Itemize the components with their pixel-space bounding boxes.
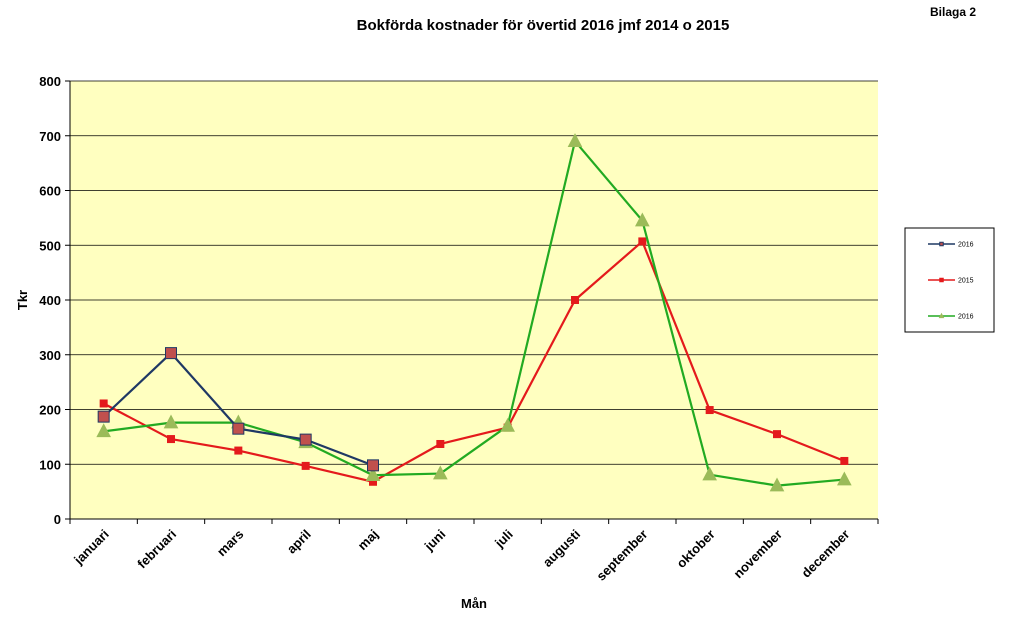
series-0 — [97, 347, 379, 472]
attachment-label: Bilaga 2 — [930, 5, 976, 19]
x-tick-label: juni — [421, 527, 449, 555]
x-tick-label: februari — [134, 527, 179, 572]
gridlines — [70, 80, 878, 465]
x-tick-label: maj — [355, 527, 381, 553]
legend: 2016 2015 2016 — [904, 227, 995, 333]
axes — [65, 80, 879, 524]
legend-label: 2015 — [958, 278, 974, 285]
data-point — [500, 417, 515, 432]
x-tick-label: april — [284, 527, 314, 557]
x-tick-label: augusti — [540, 527, 583, 570]
data-point — [167, 435, 175, 444]
legend-marker — [939, 277, 944, 283]
legend-marker — [939, 241, 944, 247]
data-point — [163, 414, 179, 429]
x-axis-label: Mån — [461, 596, 487, 611]
x-tick-label: mars — [214, 527, 247, 560]
legend-label: 2016 — [958, 314, 974, 321]
series-2 — [96, 133, 852, 492]
data-point — [99, 399, 108, 408]
series-line — [103, 140, 845, 487]
y-tick-label: 0 — [54, 512, 61, 527]
x-tick-label: oktober — [673, 527, 717, 571]
y-tick-label: 200 — [39, 403, 61, 418]
x-tick-label: januari — [70, 527, 111, 568]
y-tick-label: 300 — [39, 348, 61, 363]
data-point — [773, 430, 781, 439]
x-tick-label: december — [798, 527, 852, 581]
y-tick-label: 400 — [39, 293, 61, 308]
data-point — [97, 410, 110, 423]
x-tick-labels: januari februari mars april maj juni juli augus… — [70, 527, 852, 584]
legend-marker — [938, 312, 945, 319]
data-point — [301, 461, 310, 470]
y-tick-label: 500 — [39, 238, 61, 253]
data-point — [165, 347, 177, 360]
data-point — [635, 212, 650, 227]
data-point — [571, 296, 579, 304]
data-point — [840, 456, 849, 465]
data-point — [96, 423, 111, 438]
legend-label: 2016 — [958, 242, 974, 249]
data-point — [232, 422, 245, 435]
data-point — [837, 471, 852, 486]
x-tick-label: september — [593, 527, 650, 584]
y-tick-label: 700 — [39, 129, 61, 144]
y-tick-label: 800 — [39, 74, 61, 89]
series-group — [96, 133, 852, 492]
data-point — [702, 466, 717, 481]
y-tick-label: 600 — [39, 184, 61, 199]
data-point — [234, 446, 243, 455]
data-point — [365, 467, 381, 481]
data-point — [638, 237, 647, 246]
y-tick-label: 100 — [39, 457, 61, 472]
y-axis-label: Tkr — [15, 290, 30, 310]
data-point — [769, 477, 785, 492]
chart-title: Bokförda kostnader för övertid 2016 jmf … — [357, 17, 730, 34]
data-point — [367, 459, 379, 472]
data-point — [705, 406, 714, 415]
data-point — [433, 465, 448, 480]
x-tick-label: november — [731, 527, 786, 582]
y-tick-labels: 0 100 200 300 400 500 600 700 800 — [39, 74, 61, 527]
data-point — [567, 133, 583, 147]
x-tick-label: juli — [491, 527, 516, 552]
data-point — [436, 439, 445, 448]
series-line — [103, 240, 845, 483]
data-point — [299, 433, 312, 446]
